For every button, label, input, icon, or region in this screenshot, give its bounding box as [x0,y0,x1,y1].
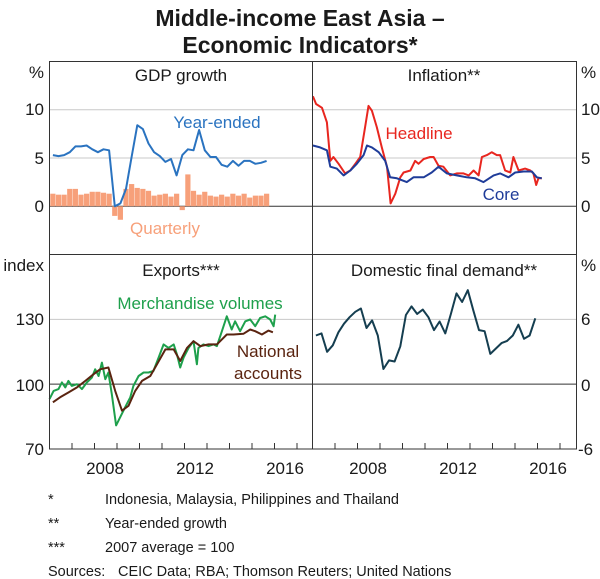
footnote-text: 2007 average = 100 [105,540,234,556]
bar-quarterly [230,193,236,207]
bar-quarterly [235,195,242,207]
chart-marks [48,95,542,427]
bar-quarterly [202,191,208,207]
bar-quarterly [174,193,180,207]
bar-quarterly [258,195,264,207]
x-tick-right-2008: 2008 [349,459,387,478]
bar-quarterly [219,194,225,207]
bar-quarterly [134,187,140,207]
panel-title-dfd: Domestic final demand** [351,261,538,280]
bar-quarterly [162,193,168,207]
panel-title-inflation: Inflation** [408,66,481,85]
bar-quarterly [55,194,62,207]
bar-quarterly [123,188,129,207]
bar-quarterly [264,193,270,207]
footnote-text: Indonesia, Malaysia, Philippines and Tha… [105,492,399,508]
x-tick-right-2016: 2016 [529,459,567,478]
x-tick-right-2012: 2012 [439,459,477,478]
bar-quarterly [84,193,90,207]
label-core: Core [483,185,520,204]
y-tick-inflation-10: 10 [581,100,600,119]
line-year-ended [52,124,267,208]
footnote-mark: *** [48,540,65,556]
panel-title-gdp: GDP growth [135,66,227,85]
y-tick-exports-100: 100 [16,376,44,395]
y-tick-exports-70: 70 [25,440,44,459]
line-national-accounts [52,328,274,412]
bar-quarterly [151,195,157,207]
bar-quarterly [129,184,135,207]
bar-quarterly [61,194,67,207]
x-tick-left-2008: 2008 [86,459,124,478]
bar-quarterly [95,191,101,207]
bar-quarterly [67,188,73,207]
line-merchandise-volumes [48,314,277,427]
panel-title-exports: Exports*** [142,261,220,280]
bar-quarterly [224,196,230,207]
y-tick-exports-130: 130 [16,310,44,329]
y-unit-dfd: % [581,256,596,275]
label-national-accounts: National accounts [234,342,302,383]
footnotes: * Indonesia, Malaysia, Philippines and T… [48,492,451,579]
bar-quarterly [196,194,202,207]
bar-quarterly [140,188,146,207]
footnote-mark: ** [48,516,60,532]
bar-quarterly [89,191,95,207]
line-domestic-final-demand [315,289,537,370]
bar-quarterly [78,194,84,207]
x-tick-left-2016: 2016 [266,459,304,478]
chart-title-line2: Economic Indicators* [182,32,417,58]
bar-quarterly [190,190,197,207]
bar-quarterly [213,196,219,207]
y-tick-gdp-10: 10 [25,100,44,119]
bar-quarterly [112,206,118,216]
bar-quarterly [117,206,123,220]
y-tick-inflation-5: 5 [581,149,590,168]
label-merchandise-volumes: Merchandise volumes [117,294,282,313]
label-national-accounts-line1: National [237,342,299,361]
y-tick-gdp-0: 0 [35,197,44,216]
bar-quarterly [100,192,107,207]
sources-label: Sources: [48,564,105,579]
line-core [312,144,542,184]
bar-quarterly [207,195,213,207]
y-unit-gdp: % [29,63,44,82]
y-axes: % 10 5 0 % 10 5 0 index 130 100 70 % 6 0… [3,63,600,459]
bar-quarterly [185,174,191,207]
bar-quarterly [72,188,78,207]
x-axis-ticks [71,443,561,449]
label-quarterly: Quarterly [130,219,200,238]
bar-quarterly [145,190,152,207]
label-headline: Headline [385,124,452,143]
bar-quarterly [168,196,174,207]
y-tick-dfd-minus6: -6 [578,440,593,459]
label-national-accounts-line2: accounts [234,364,302,383]
label-year-ended: Year-ended [173,113,260,132]
y-tick-dfd-6: 6 [581,310,590,329]
bar-quarterly [252,195,258,207]
sources-text: CEIC Data; RBA; Thomson Reuters; United … [118,564,451,579]
y-tick-gdp-5: 5 [35,149,44,168]
bar-quarterly [247,197,253,207]
bar-quarterly [179,206,185,211]
bar-quarterly [157,194,163,207]
bar-quarterly [106,193,112,207]
y-tick-dfd-0: 0 [581,376,590,395]
bar-quarterly [241,193,247,207]
y-tick-inflation-0: 0 [581,197,590,216]
bar-quarterly [50,193,56,207]
x-tick-left-2012: 2012 [176,459,214,478]
footnote-text: Year-ended growth [105,516,227,532]
y-unit-exports: index [3,256,44,275]
y-unit-inflation: % [581,63,596,82]
chart-title-line1: Middle-income East Asia – [155,5,444,31]
footnote-mark: * [48,492,54,508]
